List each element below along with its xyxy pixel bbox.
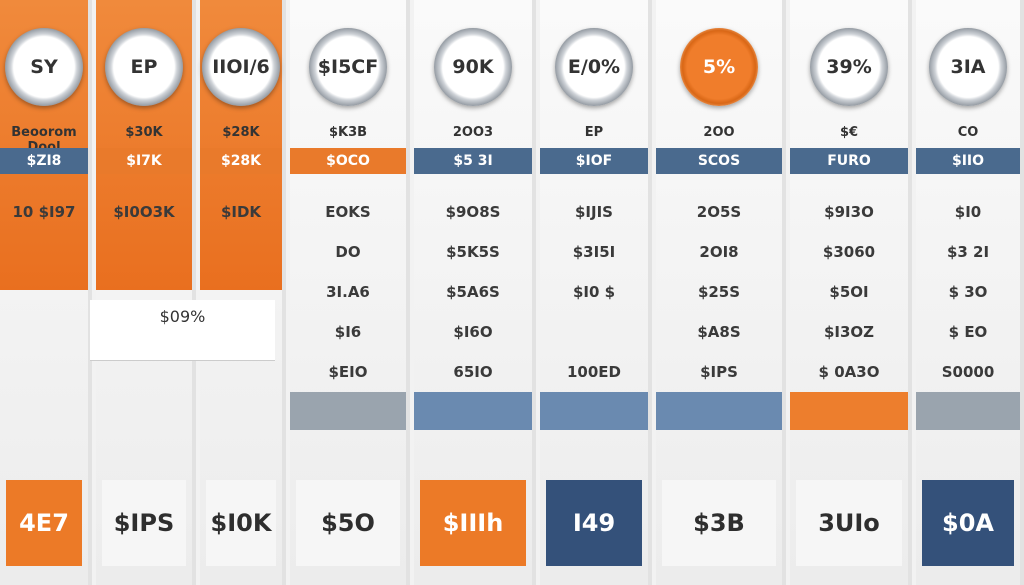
plan-column: EP $30K $I7K $I0O3K $IPS [96,0,196,585]
plan-heading: $28K [222,125,260,140]
plan-heading: $30K [125,125,163,140]
feature-row: $9I3O [824,203,874,221]
note: $09% [90,300,275,361]
feature-rows: $I0 $3 2I $ 3O $ EO S0000 [916,192,1020,392]
plan-column: IIOI/6 $28K $28K $IDK $I0K [200,0,286,585]
price-badge: $I5CF [309,28,387,106]
feature-row: $ 3O [948,283,988,301]
price-footer: I49 [546,480,642,566]
feature-row: $9O8S [445,203,501,221]
plan-heading: CO [957,125,979,140]
price-badge: 5% [680,28,758,106]
price-badge: 3IA [929,28,1007,106]
feature-row [540,312,648,352]
feature-row: $I0 [954,203,982,221]
plan-band: $IIO [916,148,1020,174]
feature-row: $ 0A3O [818,363,880,381]
divider-band [290,392,406,430]
feature-row: 65IO [453,363,493,381]
plan-band: $IOF [540,148,648,174]
feature-row: EOKS [325,203,371,221]
price-footer: $0A [922,480,1014,566]
price-badge: 39% [810,28,888,106]
feature-row: 10 $I97 [12,203,76,221]
feature-row: $EIO [328,363,368,381]
feature-row: $5OI [829,283,869,301]
feature-row: $25S [697,283,741,301]
feature-row: $ EO [948,323,988,341]
feature-row: $IJIS [575,203,613,221]
feature-row: $I3OZ [823,323,875,341]
price-footer: 3UIo [796,480,902,566]
plan-band: FURO [790,148,908,174]
price-badge: 90K [434,28,512,106]
feature-rows: $9I3O $3060 $5OI $I3OZ $ 0A3O [790,192,908,392]
feature-row: $3I5I [572,243,616,261]
feature-rows: $IDK [200,192,282,232]
feature-row: S0000 [941,363,995,381]
plan-column: E/0% EP $IOF $IJIS $3I5I $I0 $ 100ED I49 [540,0,652,585]
feature-rows: 10 $I97 [0,192,88,232]
price-badge: SY [5,28,83,106]
feature-row: $I0 $ [572,283,616,301]
plan-column: $I5CF $K3B $OCO EOKS DO 3I.A6 $I6 $EIO $5O [290,0,410,585]
feature-row: $I6 [334,323,362,341]
plan-column: 3IA CO $IIO $I0 $3 2I $ 3O $ EO S0000 $0A [916,0,1024,585]
plan-band: $5 3I [414,148,532,174]
plan-column: 39% $€ FURO $9I3O $3060 $5OI $I3OZ $ 0A3O 3UIo [790,0,912,585]
plan-heading: 2OO3 [452,125,494,140]
plan-heading: EP [584,125,604,140]
price-badge: IIOI/6 [202,28,280,106]
plan-column: 90K 2OO3 $5 3I $9O8S $5K5S $5A6S $I6O 65IO $IIIh [414,0,536,585]
feature-row: 100ED [566,363,621,381]
plan-heading: $K3B [328,125,368,140]
feature-rows: 2O5S 2OI8 $25S $A8S $IPS [656,192,782,392]
plan-band: $I7K [96,148,192,174]
feature-row: $IPS [700,363,738,381]
price-footer: $IIIh [420,480,526,566]
price-footer: 4E7 [6,480,82,566]
feature-rows: EOKS DO 3I.A6 $I6 $EIO [290,192,406,392]
price-footer: $I0K [206,480,276,566]
plan-heading: $€ [839,125,859,140]
feature-row: DO [335,243,361,261]
divider-band [414,392,532,430]
feature-row: $5A6S [446,283,500,301]
price-footer: $IPS [102,480,186,566]
plan-band: $OCO [290,148,406,174]
plan-heading: 2OO [703,125,735,140]
feature-row: $IDK [220,203,262,221]
feature-row: 3I.A6 [326,283,370,301]
feature-row: $5K5S [446,243,500,261]
divider-band [790,392,908,430]
feature-row: 2OI8 [699,243,739,261]
feature-rows: $IJIS $3I5I $I0 $ 100ED [540,192,648,392]
price-footer: $5O [296,480,400,566]
feature-rows: $9O8S $5K5S $5A6S $I6O 65IO [414,192,532,392]
divider-band [916,392,1020,430]
plan-band: $ZI8 [0,148,88,174]
feature-row: $I0O3K [113,203,175,221]
feature-row: $A8S [697,323,741,341]
feature-row: $3060 [822,243,876,261]
price-footer: $3B [662,480,776,566]
feature-row: 2O5S [696,203,742,221]
price-badge: EP [105,28,183,106]
price-badge: E/0% [555,28,633,106]
divider-band [540,392,648,430]
feature-row: $3 2I [946,243,990,261]
plan-column: 5% 2OO SCOS 2O5S 2OI8 $25S $A8S $IPS $3B [656,0,786,585]
plan-band: $28K [200,148,282,174]
feature-rows: $I0O3K [96,192,192,232]
divider-band [656,392,782,430]
feature-row: $I6O [453,323,493,341]
plan-band: SCOS [656,148,782,174]
